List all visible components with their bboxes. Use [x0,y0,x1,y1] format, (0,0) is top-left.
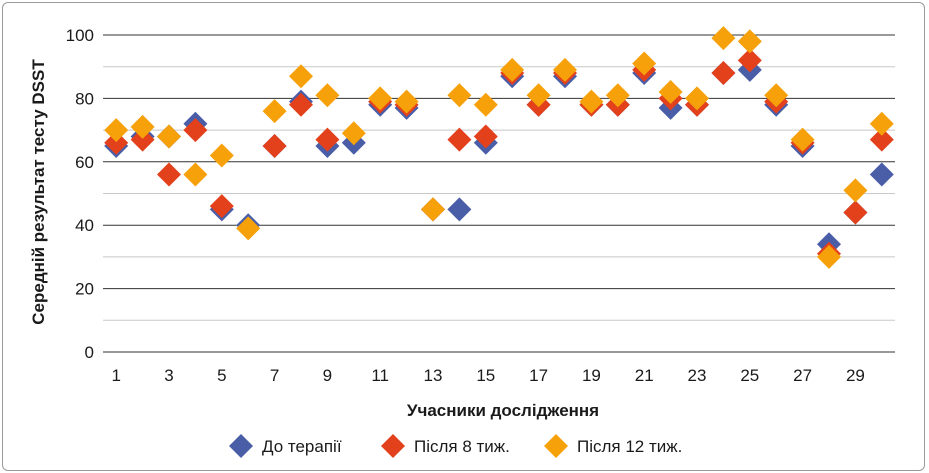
data-point [262,133,287,158]
y-tick-label: 80 [75,89,94,108]
data-point [711,26,736,51]
data-point [262,99,287,124]
data-point [869,111,894,136]
data-point [104,118,129,143]
data-point [711,61,736,86]
x-tick-label: 5 [217,366,226,385]
x-tick-label: 25 [740,366,759,385]
data-point [130,127,155,152]
y-tick-label: 40 [75,216,94,235]
data-point [843,200,868,225]
x-tick-label: 17 [529,366,548,385]
data-point [685,86,709,111]
data-point [869,162,894,187]
legend-label: Після 12 тиж. [577,437,682,456]
data-point [658,80,683,105]
data-point [869,127,894,152]
data-point [605,83,630,108]
x-tick-label: 13 [424,366,443,385]
data-point [209,143,234,168]
y-tick-label: 60 [75,153,94,172]
data-point [183,162,208,187]
data-point [447,127,472,152]
data-point [843,178,868,203]
data-point [632,51,657,76]
data-point [315,83,340,108]
data-point [183,118,208,143]
data-point [764,83,789,108]
data-point [315,127,340,152]
data-point [421,197,445,222]
x-tick-label: 3 [164,366,173,385]
x-tick-label: 27 [793,366,812,385]
legend-label: Після 8 тиж. [414,437,510,456]
data-points [104,26,894,269]
x-tick-label: 1 [111,366,120,385]
y-axis-title: Середній результат тесту DSST [29,59,48,325]
legend-marker [544,434,568,458]
y-tick-label: 0 [85,343,94,362]
legend-label: До терапії [262,437,342,456]
series-3 [104,26,894,269]
legend: До терапії Після 8 тиж. Після 12 тиж. [229,434,682,458]
data-point [473,92,498,117]
data-point [209,194,234,219]
x-tick-label: 7 [270,366,279,385]
data-point [447,197,472,222]
data-point [289,64,313,89]
x-axis-title: Учасники дослідження [407,401,599,420]
data-point [737,48,762,73]
data-point [737,29,762,54]
data-point [341,121,366,146]
x-tick-label: 19 [582,366,601,385]
x-tick-label: 11 [371,366,389,385]
y-tick-label: 100 [66,26,94,45]
y-axis-ticks: 0 20 40 60 80 100 [66,26,94,362]
data-point [130,114,155,139]
x-tick-label: 23 [688,366,707,385]
data-point [500,57,525,82]
data-point [104,130,129,155]
x-tick-label: 29 [846,366,865,385]
data-point [526,83,551,108]
x-axis-ticks: 1 3 5 7 9 11 13 15 17 19 21 23 25 27 29 [111,366,864,385]
data-point [579,89,604,114]
x-tick-label: 21 [635,366,654,385]
data-point [368,86,393,111]
x-tick-label: 15 [476,366,495,385]
data-point [157,124,181,149]
data-point [289,92,313,117]
legend-marker [381,434,405,458]
data-point [394,89,419,114]
legend-marker [229,434,253,458]
x-tick-label: 9 [323,366,332,385]
data-point [473,124,498,149]
y-tick-label: 20 [75,280,94,299]
data-point [553,57,577,82]
gridlines [103,34,895,353]
data-point [817,244,841,269]
data-point [790,127,815,152]
data-point [236,216,261,241]
data-point [447,83,472,108]
data-point [157,162,181,187]
